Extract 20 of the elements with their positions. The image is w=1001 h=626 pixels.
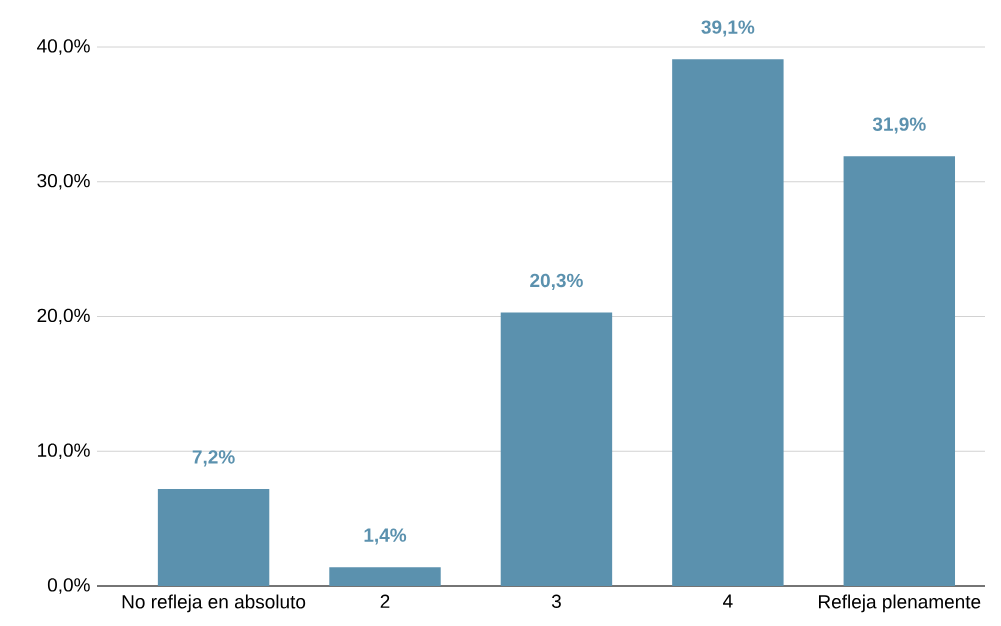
data-label: 20,3% — [530, 273, 583, 290]
x-tick-label: 3 — [551, 594, 561, 608]
bar — [843, 156, 956, 586]
y-tick-label: 10,0% — [38, 443, 90, 460]
data-label: 39,1% — [701, 20, 755, 37]
x-tick-label: Refleja plenamente — [819, 594, 981, 613]
x-tick-label: 2 — [380, 594, 390, 608]
bar — [157, 488, 270, 586]
bar — [329, 567, 441, 586]
bar — [500, 312, 613, 586]
bar — [672, 59, 784, 586]
x-tick-label: 4 — [723, 594, 733, 608]
y-tick-label: 20,0% — [37, 308, 90, 325]
y-tick-label: 0,0% — [47, 578, 90, 594]
data-label: 1,4% — [364, 528, 407, 545]
data-label: 31,9% — [872, 117, 926, 134]
y-tick-label: 40,0% — [37, 39, 90, 55]
data-label: 7,2% — [192, 450, 235, 467]
y-tick-label: 30,0% — [37, 173, 90, 190]
x-tick-label: No refleja en absoluto — [122, 594, 306, 613]
